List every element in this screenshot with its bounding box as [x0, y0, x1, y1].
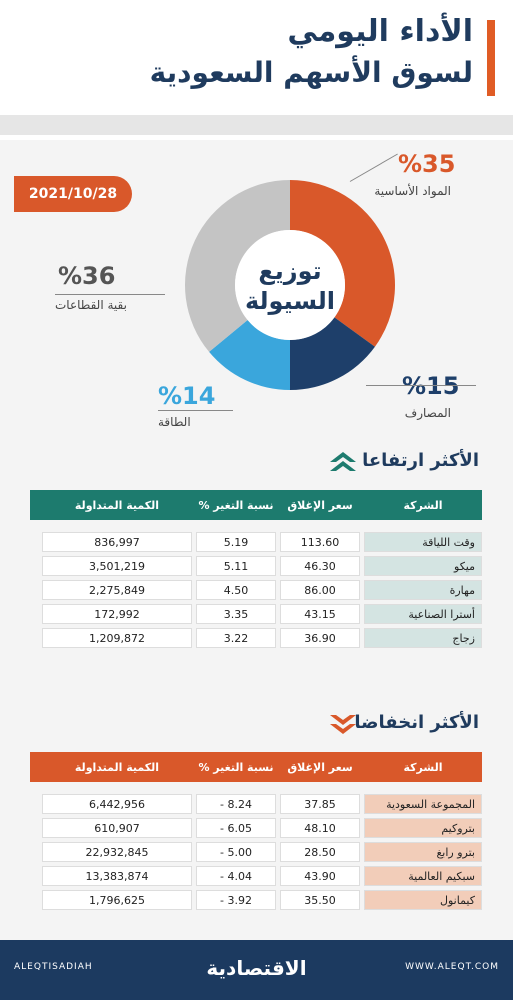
table-row: ميكو 46.30 5.11 3,501,219	[30, 556, 482, 576]
losers-cell-0-2: 8.24 -	[196, 794, 276, 814]
donut-center-title-0: توزيع	[258, 257, 321, 285]
header: الأداء اليومي لسوق الأسهم السعودية	[0, 0, 513, 140]
gainers-col-3: الكمية المتداولة	[74, 498, 160, 512]
pie-chart: توزيع السيولة	[150, 162, 430, 402]
losers-cell-0-3: 6,442,956	[42, 794, 192, 814]
footer-social: ALEQTISADIAH	[14, 962, 93, 972]
page-title: الأداء اليومي	[287, 14, 473, 49]
losers-col-2: نسبة التغير %	[198, 760, 274, 774]
losers-table: الشركة سعر الإغلاق نسبة التغير % الكمية الم…	[30, 752, 482, 910]
losers-cell-3-0: سبكيم العالمية	[364, 866, 482, 886]
footer-brand: الاقتصادية	[206, 956, 307, 980]
table-row: زجاج 36.90 3.22 1,209,872	[30, 628, 482, 648]
gainers-cell-2-2: 4.50	[196, 580, 276, 600]
leader-others	[55, 294, 165, 295]
gainers-cell-2-1: 86.00	[280, 580, 360, 600]
losers-col-3: الكمية المتداولة	[74, 760, 160, 774]
footer-website: WWW.ALEQT.COM	[405, 962, 499, 972]
losers-cell-3-1: 43.90	[280, 866, 360, 886]
losers-col-1: سعر الإغلاق	[287, 760, 353, 774]
header-band	[0, 115, 513, 135]
losers-header-row: الشركة سعر الإغلاق نسبة التغير % الكمية الم…	[30, 752, 482, 782]
losers-cell-1-0: بتروكيم	[364, 818, 482, 838]
losers-cell-4-3: 1,796,625	[42, 890, 192, 910]
table-row: أسترا الصناعية 43.15 3.35 172,992	[30, 604, 482, 624]
label-banks: المصارف	[404, 406, 451, 420]
pct-materials: %35	[398, 150, 456, 178]
leader-energy	[158, 410, 233, 411]
pie-slice-3	[184, 180, 290, 352]
pct-energy: %14	[158, 382, 216, 410]
losers-cell-4-0: كيمانول	[364, 890, 482, 910]
table-row: بترو رابغ 28.50 5.00 -22,932,845	[30, 842, 482, 862]
gainers-cell-2-0: مهارة	[364, 580, 482, 600]
gainers-cell-3-0: أسترا الصناعية	[364, 604, 482, 624]
pct-others: %36	[58, 262, 116, 290]
gainers-cell-4-1: 36.90	[280, 628, 360, 648]
table-row: سبكيم العالمية 43.90 4.04 -13,383,874	[30, 866, 482, 886]
accent-bar	[487, 20, 495, 96]
gainers-col-2: نسبة التغير %	[198, 498, 274, 512]
table-row: المجموعة السعودية 37.85 8.24 -6,442,956	[30, 794, 482, 814]
label-materials: المواد الأساسية	[374, 184, 451, 198]
losers-cell-2-0: بترو رابغ	[364, 842, 482, 862]
losers-cell-2-1: 28.50	[280, 842, 360, 862]
pct-banks: %15	[402, 372, 460, 400]
gainers-header-row: الشركة سعر الإغلاق نسبة التغير % الكمية الم…	[30, 490, 482, 520]
gainers-title: الأكثر ارتفاعا	[362, 450, 479, 471]
gainers-cell-1-3: 3,501,219	[42, 556, 192, 576]
gainers-cell-4-3: 1,209,872	[42, 628, 192, 648]
gainers-col-1: سعر الإغلاق	[287, 498, 353, 512]
gainers-cell-0-2: 5.19	[196, 532, 276, 552]
table-row: وقت اللياقة 113.60 5.19 836,997	[30, 532, 482, 552]
gainers-cell-1-2: 5.11	[196, 556, 276, 576]
gainers-cell-2-3: 2,275,849	[42, 580, 192, 600]
losers-cell-4-1: 35.50	[280, 890, 360, 910]
arrow-up-icon	[330, 452, 356, 471]
date-badge: 2021/10/28	[14, 176, 132, 212]
losers-cell-1-1: 48.10	[280, 818, 360, 838]
label-energy: الطاقة	[158, 415, 191, 429]
losers-cell-0-1: 37.85	[280, 794, 360, 814]
gainers-cell-3-3: 172,992	[42, 604, 192, 624]
footer: ALEQTISADIAH الاقتصادية WWW.ALEQT.COM	[0, 940, 513, 1000]
gainers-cell-4-2: 3.22	[196, 628, 276, 648]
gainers-cell-0-1: 113.60	[280, 532, 360, 552]
table-row: مهارة 86.00 4.50 2,275,849	[30, 580, 482, 600]
losers-cell-1-2: 6.05 -	[196, 818, 276, 838]
losers-cell-2-2: 5.00 -	[196, 842, 276, 862]
losers-cell-1-3: 610,907	[42, 818, 192, 838]
table-row: كيمانول 35.50 3.92 -1,796,625	[30, 890, 482, 910]
losers-cell-3-2: 4.04 -	[196, 866, 276, 886]
gainers-cell-3-2: 3.35	[196, 604, 276, 624]
gainers-cell-1-1: 46.30	[280, 556, 360, 576]
label-others: بقية القطاعات	[55, 298, 127, 312]
losers-cell-3-3: 13,383,874	[42, 866, 192, 886]
gainers-cell-3-1: 43.15	[280, 604, 360, 624]
losers-cell-2-3: 22,932,845	[42, 842, 192, 862]
gainers-cell-1-0: ميكو	[364, 556, 482, 576]
pie-slice-2	[209, 320, 290, 390]
gainers-col-0: الشركة	[403, 498, 443, 512]
gainers-cell-0-3: 836,997	[42, 532, 192, 552]
losers-col-0: الشركة	[403, 760, 443, 774]
gainers-cell-0-0: وقت اللياقة	[364, 532, 482, 552]
losers-cell-0-0: المجموعة السعودية	[364, 794, 482, 814]
pie-slice-1	[290, 317, 375, 390]
arrow-down-icon	[330, 715, 356, 734]
donut-hole	[235, 230, 345, 340]
pie-slice-0	[290, 180, 395, 347]
table-row: بتروكيم 48.10 6.05 -610,907	[30, 818, 482, 838]
losers-title: الأكثر انخفاضا	[354, 712, 479, 733]
gainers-table: الشركة سعر الإغلاق نسبة التغير % الكمية الم…	[30, 490, 482, 648]
leader-banks	[366, 385, 476, 386]
donut-center-title-1: السيولة	[245, 287, 335, 315]
gainers-cell-4-0: زجاج	[364, 628, 482, 648]
losers-cell-4-2: 3.92 -	[196, 890, 276, 910]
page-subtitle: لسوق الأسهم السعودية	[149, 56, 473, 89]
